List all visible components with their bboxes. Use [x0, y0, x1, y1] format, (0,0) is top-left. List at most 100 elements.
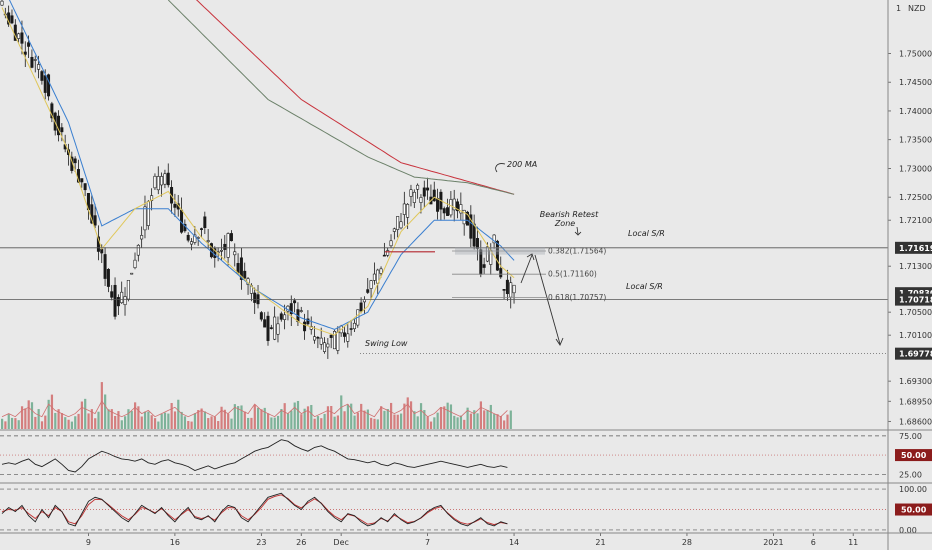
volume-bar — [37, 409, 40, 429]
volume-bar — [17, 420, 20, 429]
volume-bar — [223, 409, 226, 429]
price-tick-label: 1.73000 — [899, 164, 932, 173]
volume-bar — [356, 412, 359, 429]
volume-bar — [413, 411, 416, 429]
annotation-200ma: 200 MA — [507, 160, 537, 169]
candle-body — [57, 115, 61, 136]
time-tick-label: 7 — [425, 538, 430, 547]
volume-bar — [150, 415, 153, 429]
candle-body — [140, 235, 144, 240]
volume-bar — [433, 417, 436, 429]
volume-bar — [64, 417, 67, 429]
volume-bar — [183, 416, 187, 429]
candle-body — [203, 216, 207, 228]
volume-bar — [213, 416, 216, 429]
candle-body — [153, 175, 157, 189]
volume-bar — [153, 418, 157, 429]
candle-body — [166, 172, 170, 186]
volume-bar — [74, 416, 77, 429]
time-tick-label: 26 — [296, 538, 306, 547]
candle-body — [253, 292, 257, 303]
volume-bar — [7, 414, 10, 429]
candle-body — [465, 211, 469, 226]
candle-body — [113, 284, 117, 317]
candle-body — [306, 318, 310, 325]
candle-body — [399, 221, 403, 229]
candle-body — [509, 282, 513, 298]
rsi-line — [1, 439, 508, 473]
time-axis[interactable]: 9 16 23 26 Dec 7 14 21 28 2021 6 11 — [86, 533, 858, 547]
fib-label: 0.5(1.71160) — [548, 270, 597, 279]
volume-bar — [336, 415, 339, 429]
volume-bar — [127, 409, 130, 429]
candle-body — [386, 250, 390, 256]
annotation-zone: Zone — [554, 219, 575, 228]
rsi-pane[interactable]: 75.00 50.00 25.00 — [0, 432, 932, 479]
price-tick-label: 1.72500 — [899, 193, 932, 202]
volume-bar — [247, 417, 250, 429]
volume-bar — [160, 414, 163, 429]
candle-body — [143, 206, 147, 231]
projection-arrowhead — [555, 337, 564, 346]
volume-bar — [134, 402, 137, 429]
volume-bar — [230, 418, 233, 429]
volume-bar — [506, 414, 509, 429]
volume-bar — [473, 410, 476, 429]
volume-bar — [320, 418, 323, 429]
candle-body — [283, 314, 287, 320]
volume-bar — [323, 413, 326, 429]
price-axis[interactable]: 1 NZD 1.75000 1.74500 1.74000 1.73500 1.73000 1… — [888, 4, 932, 426]
volume-bar — [419, 403, 423, 429]
volume-bar — [370, 417, 373, 429]
candle-body — [156, 176, 160, 191]
stoch-badge — [895, 503, 932, 516]
candle-body — [409, 189, 413, 197]
stoch-pane[interactable]: 100.00 50.00 0.00 — [0, 485, 932, 535]
volume-bar — [220, 406, 223, 429]
volume-bar — [14, 418, 17, 429]
volume-bar — [400, 413, 403, 429]
volume-bar — [24, 408, 27, 429]
volume-bar — [107, 409, 110, 429]
candle-body — [23, 51, 27, 55]
volume-bar — [409, 401, 413, 429]
candle-body — [90, 204, 94, 224]
candle-body — [0, 0, 4, 6]
candle-body — [416, 184, 420, 190]
volume-bar — [509, 410, 512, 429]
volume-bar — [124, 416, 127, 429]
rsi-tick-label: 75.00 — [899, 432, 922, 441]
volume-bar — [486, 410, 489, 429]
volume-bar — [40, 421, 44, 429]
projection-arrow — [520, 254, 533, 284]
candle-body — [186, 234, 190, 241]
volume-bar — [50, 394, 54, 429]
volume-bar — [293, 402, 296, 429]
price-tick-label: 1.72100 — [899, 216, 932, 225]
volume-bar — [90, 409, 93, 429]
volume-bar — [396, 414, 399, 429]
candle-body — [126, 280, 130, 300]
price-pane[interactable]: 0.382(1.71564) 0.5(1.71160) 0.618(1.70757) — [0, 0, 888, 359]
candle-body — [342, 332, 346, 337]
volume-bar — [137, 406, 140, 429]
retest-zone — [455, 247, 545, 255]
volume-bar — [187, 420, 190, 429]
candle-body — [456, 201, 460, 212]
volume-bar — [250, 417, 253, 429]
candle-body — [130, 272, 134, 275]
candle-body — [236, 263, 240, 274]
volume-bar — [310, 404, 313, 429]
candle-body — [266, 315, 270, 341]
candle-body — [106, 268, 110, 287]
volume-bar — [476, 413, 479, 429]
candle-body — [190, 241, 194, 245]
candle-body — [17, 33, 21, 39]
candle-body — [492, 234, 496, 244]
candle-body — [259, 312, 263, 320]
volume-bar — [443, 406, 446, 429]
volume-bar — [237, 406, 240, 429]
projection-arrow — [534, 254, 561, 345]
volume-bar — [343, 411, 346, 429]
